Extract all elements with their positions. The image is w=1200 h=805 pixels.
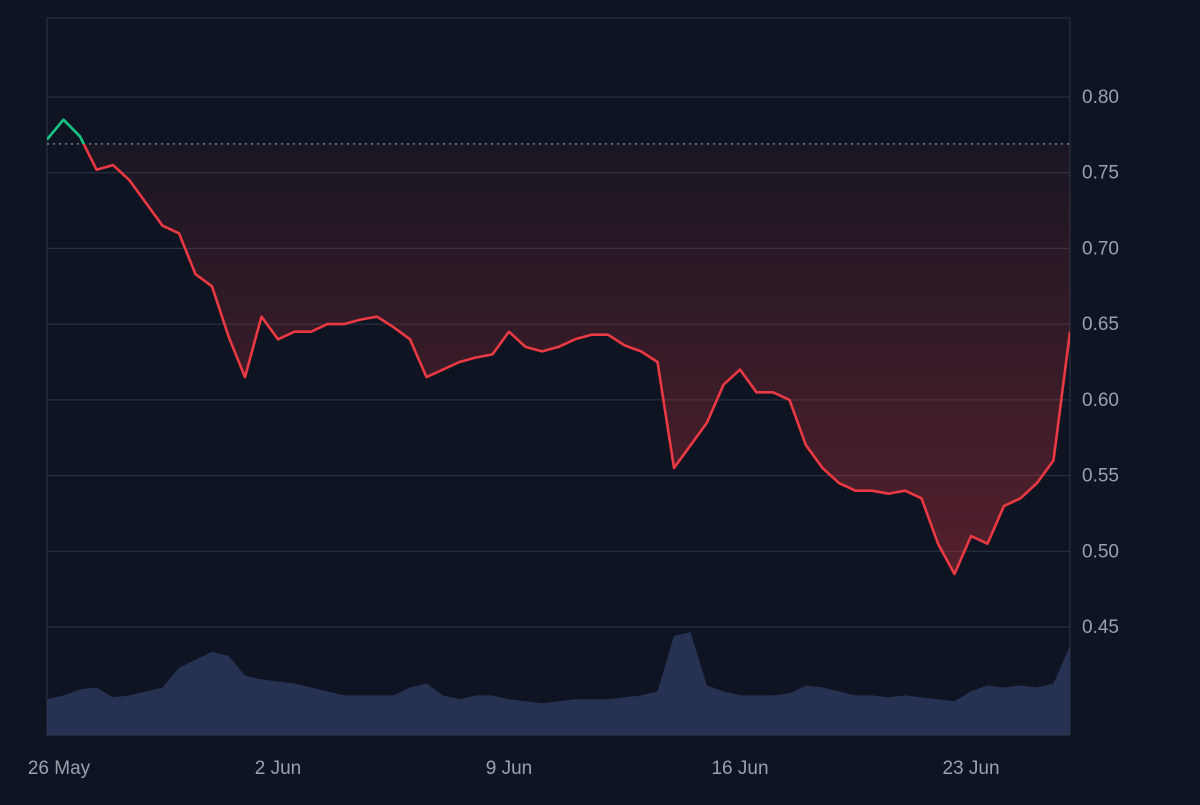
price-fill: [83, 143, 1070, 574]
y-tick-label: 0.55: [1082, 466, 1119, 487]
y-tick-label: 0.65: [1082, 314, 1119, 335]
price-fill-area: [83, 143, 1070, 574]
x-tick-label: 9 Jun: [486, 758, 532, 779]
y-tick-label: 0.45: [1082, 617, 1119, 638]
price-line-down: [82, 143, 1070, 576]
y-tick-label: 0.75: [1082, 163, 1119, 184]
y-axis-labels: 0.80 0.75 0.70 0.65 0.60 0.55 0.50 0.45: [1082, 87, 1119, 638]
price-line: [47, 118, 1070, 576]
y-tick-label: 0.80: [1082, 87, 1119, 108]
y-tick-label: 0.60: [1082, 390, 1119, 411]
y-tick-label: 0.70: [1082, 238, 1119, 259]
x-tick-label: 23 Jun: [942, 758, 999, 779]
y-tick-label: 0.50: [1082, 541, 1119, 562]
x-axis-labels: 26 May 2 Jun 9 Jun 16 Jun 23 Jun: [28, 758, 1000, 779]
volume-path: [47, 632, 1070, 735]
x-tick-label: 2 Jun: [255, 758, 301, 779]
x-tick-label: 26 May: [28, 758, 91, 779]
volume-area: [47, 632, 1070, 735]
x-tick-label: 16 Jun: [711, 758, 768, 779]
